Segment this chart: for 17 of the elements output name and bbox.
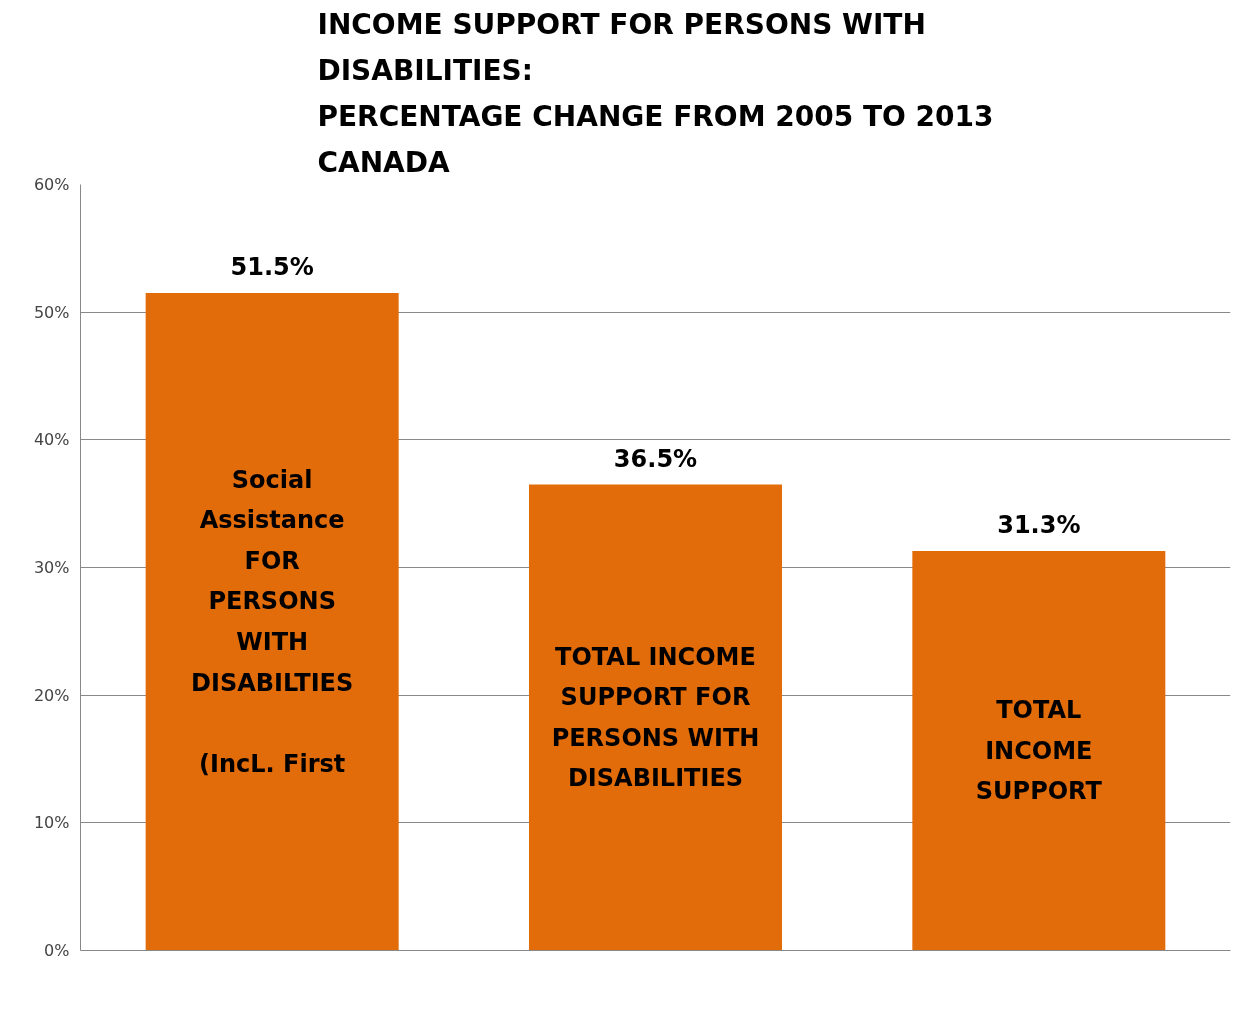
data-label: 31.3% — [997, 510, 1081, 539]
chart-title: INCOME SUPPORT FOR PERSONS WITH DISABILITIES: PERCENTAGE CHANGE FROM 2005 TO 2013 CANADA — [317, 7, 994, 180]
y-tick-label: 20% — [33, 685, 70, 705]
x-tick-label: TOTAL INCOME SUPPORT FOR PERSONS WITH DISABILITIES — [551, 642, 760, 793]
y-tick-label: 60% — [33, 175, 70, 194]
category-label: Social Assistance FOR PERSONS WITH DISABILTIES (IncL. First — [191, 465, 354, 778]
y-tick-label: 0% — [44, 941, 70, 960]
bar — [912, 550, 1166, 951]
y-tick-label: 50% — [33, 302, 70, 322]
x-tick-label: TOTAL INCOME SUPPORT — [975, 696, 1103, 806]
data-label: 36.5% — [613, 444, 698, 473]
y-tick-label: 10% — [33, 813, 70, 833]
y-tick-label: 40% — [33, 430, 70, 450]
data-label: 51.5% — [230, 253, 314, 282]
bar — [529, 484, 782, 951]
bar — [145, 293, 399, 951]
y-tick-label: 30% — [33, 558, 70, 577]
